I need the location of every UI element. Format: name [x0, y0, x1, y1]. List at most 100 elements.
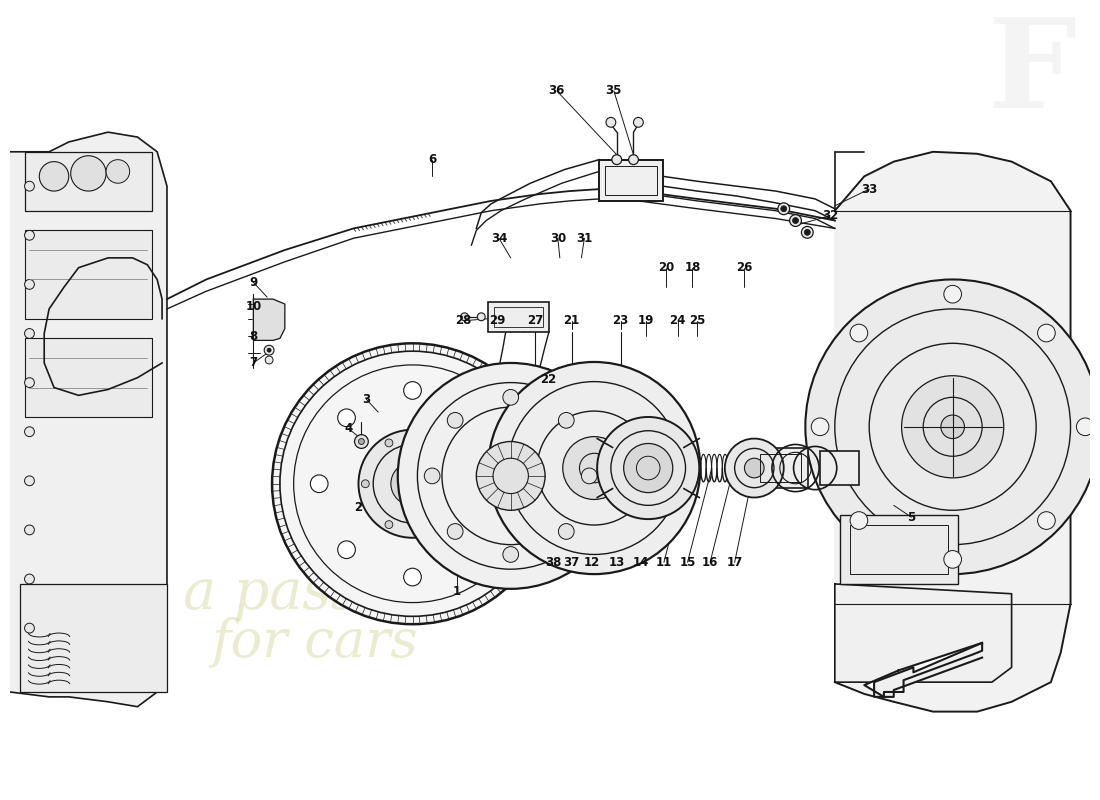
- Circle shape: [597, 417, 700, 519]
- Circle shape: [24, 329, 34, 338]
- Polygon shape: [835, 152, 1070, 712]
- Text: 12: 12: [584, 556, 601, 569]
- Text: 5: 5: [908, 510, 915, 524]
- Text: 6: 6: [428, 153, 437, 166]
- Text: 30: 30: [550, 232, 566, 245]
- Text: 4: 4: [344, 422, 353, 435]
- Text: 22: 22: [540, 373, 557, 386]
- Text: 34: 34: [491, 232, 507, 245]
- Text: F: F: [987, 13, 1076, 134]
- Bar: [821, 451, 859, 485]
- Circle shape: [559, 523, 574, 539]
- Circle shape: [470, 541, 487, 558]
- Text: for cars: for cars: [211, 618, 418, 668]
- Circle shape: [24, 623, 34, 633]
- Text: 21: 21: [563, 314, 580, 327]
- Circle shape: [432, 439, 440, 447]
- Circle shape: [793, 218, 799, 223]
- Bar: [24, 338, 152, 417]
- Bar: [849, 525, 948, 574]
- Text: 20: 20: [658, 261, 674, 274]
- Text: 2: 2: [354, 501, 363, 514]
- Circle shape: [265, 356, 273, 364]
- Text: 32: 32: [822, 209, 838, 222]
- Circle shape: [24, 279, 34, 290]
- Bar: [24, 230, 152, 318]
- Circle shape: [944, 550, 961, 568]
- Circle shape: [362, 480, 370, 488]
- Bar: [488, 302, 549, 331]
- Text: 29: 29: [488, 314, 505, 327]
- Circle shape: [310, 475, 328, 493]
- Circle shape: [1077, 418, 1094, 436]
- Polygon shape: [865, 643, 982, 697]
- Text: 31: 31: [576, 232, 593, 245]
- Circle shape: [264, 346, 274, 355]
- Text: 3: 3: [362, 393, 371, 406]
- Bar: [760, 454, 802, 482]
- Text: 33: 33: [861, 182, 878, 196]
- Circle shape: [24, 182, 34, 191]
- Text: a passion: a passion: [183, 566, 446, 621]
- Circle shape: [404, 382, 421, 399]
- Circle shape: [902, 376, 1003, 478]
- Text: 11: 11: [656, 556, 672, 569]
- Circle shape: [470, 409, 487, 426]
- Circle shape: [448, 523, 463, 539]
- Circle shape: [940, 415, 965, 438]
- Circle shape: [944, 286, 961, 303]
- Circle shape: [612, 154, 621, 165]
- Circle shape: [385, 521, 393, 529]
- Text: 27: 27: [527, 314, 543, 327]
- Circle shape: [448, 413, 463, 428]
- Circle shape: [850, 512, 868, 530]
- Polygon shape: [835, 584, 1012, 682]
- Circle shape: [497, 475, 515, 493]
- Circle shape: [398, 363, 624, 589]
- Circle shape: [1037, 512, 1055, 530]
- Circle shape: [24, 378, 34, 387]
- Text: 14: 14: [634, 556, 649, 569]
- Circle shape: [559, 413, 574, 428]
- Circle shape: [40, 162, 69, 191]
- Text: 8: 8: [250, 330, 257, 343]
- Text: 15: 15: [680, 556, 695, 569]
- Circle shape: [70, 156, 106, 191]
- Circle shape: [781, 206, 786, 212]
- Text: 9: 9: [250, 276, 257, 289]
- Bar: [20, 584, 167, 692]
- Bar: [839, 515, 958, 584]
- Circle shape: [24, 230, 34, 240]
- Bar: [755, 448, 808, 488]
- Bar: [24, 152, 152, 210]
- Text: 26: 26: [736, 261, 752, 274]
- Circle shape: [24, 525, 34, 535]
- Circle shape: [455, 480, 463, 488]
- Text: 19: 19: [638, 314, 654, 327]
- Circle shape: [354, 434, 368, 448]
- Circle shape: [811, 418, 829, 436]
- Text: 10: 10: [245, 301, 262, 314]
- Circle shape: [476, 442, 546, 510]
- Text: 37: 37: [563, 556, 580, 569]
- Polygon shape: [874, 643, 982, 697]
- Circle shape: [790, 214, 802, 226]
- Text: 28: 28: [455, 314, 472, 327]
- Text: 1: 1: [452, 586, 461, 598]
- Text: 36: 36: [549, 85, 565, 98]
- Circle shape: [582, 468, 597, 484]
- Circle shape: [385, 439, 393, 447]
- Text: 17: 17: [726, 556, 742, 569]
- Bar: [600, 160, 663, 201]
- Circle shape: [461, 313, 469, 321]
- Text: 35: 35: [606, 85, 621, 98]
- Circle shape: [425, 468, 440, 484]
- Circle shape: [503, 390, 518, 405]
- Circle shape: [850, 324, 868, 342]
- Circle shape: [432, 521, 440, 529]
- Circle shape: [272, 343, 553, 624]
- Circle shape: [634, 118, 643, 127]
- Text: 24: 24: [670, 314, 686, 327]
- Circle shape: [359, 430, 466, 538]
- Circle shape: [404, 568, 421, 586]
